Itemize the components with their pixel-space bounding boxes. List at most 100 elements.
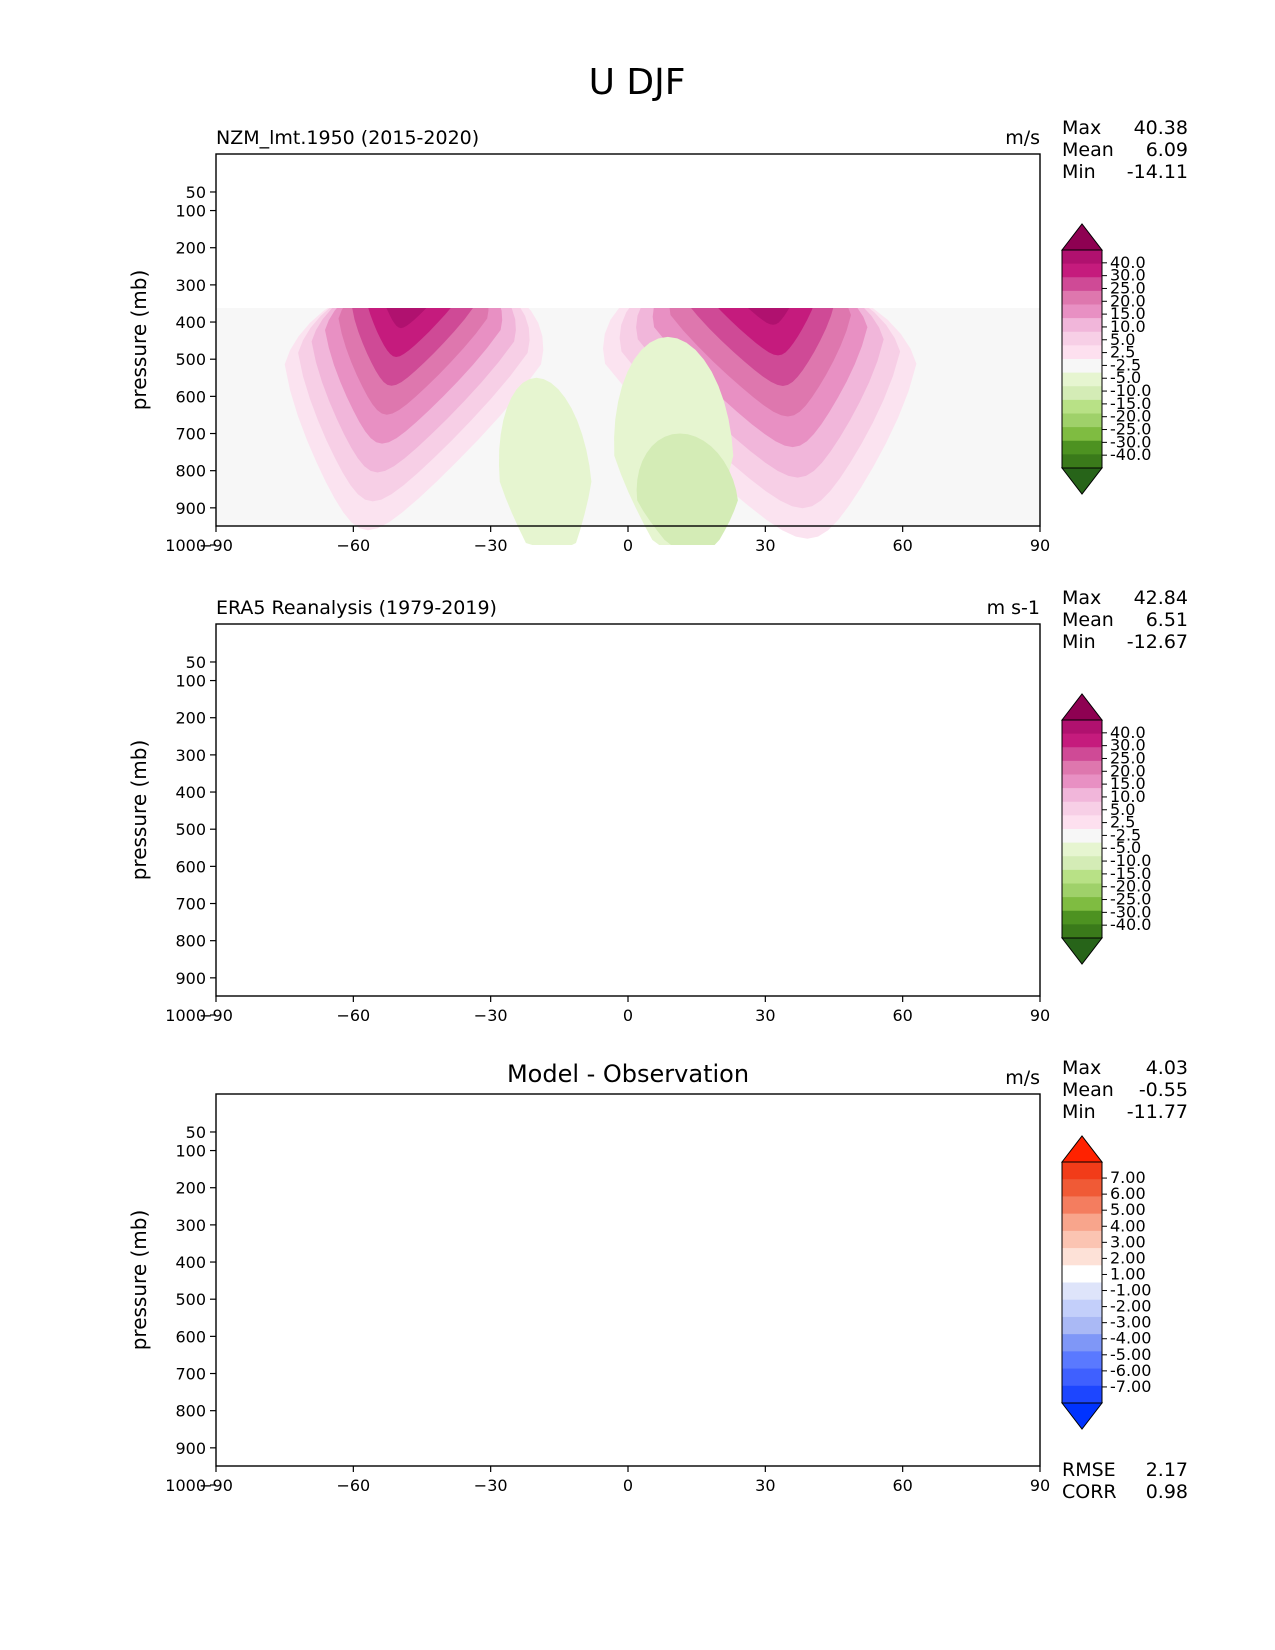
diff-negative-contour <box>453 1132 556 1391</box>
model-ytick-label: 500 <box>175 350 206 369</box>
model-ytick-label: 200 <box>175 239 206 258</box>
colorbar-label: 10.0 <box>1110 317 1146 336</box>
colorbar-label: -30.0 <box>1110 902 1151 921</box>
colorbar-label: 5.0 <box>1110 330 1135 349</box>
colorbar-segment <box>1062 924 1102 939</box>
diff-ytick-label: 300 <box>175 1216 206 1235</box>
colorbar-segment <box>1062 250 1102 265</box>
model-units: m/s <box>1005 127 1040 149</box>
obs-xtick-label: 0 <box>623 1006 633 1025</box>
colorbar-label: 15.0 <box>1110 304 1146 323</box>
obs-ytick-label: 300 <box>175 746 206 765</box>
colorbar-label: 3.00 <box>1110 1232 1146 1251</box>
colorbar-extend-top <box>1060 1135 1104 1163</box>
obs-jet-contour <box>358 736 461 837</box>
colorbar-segment <box>1062 760 1102 775</box>
colorbar-label: 30.0 <box>1110 736 1146 755</box>
model-ytick-label: 400 <box>175 313 206 332</box>
model-jet-contour <box>736 251 786 294</box>
obs-jet-contour <box>285 746 533 989</box>
colorbar-label: 1.00 <box>1110 1264 1146 1283</box>
colorbar-segment <box>1062 359 1102 374</box>
colorbar-segment <box>1062 842 1102 857</box>
diff-background <box>216 1094 1040 1466</box>
colorbar-extend-top <box>1060 693 1104 721</box>
model-jet-contour <box>718 308 813 356</box>
obs-title: ERA5 Reanalysis (1979-2019) <box>216 597 497 619</box>
diff-ytick-label: 50 <box>186 1123 206 1142</box>
diff-negative-contour <box>723 1132 944 1226</box>
obs-colorbar: 40.030.025.020.015.010.05.02.5-2.5-5.0-1… <box>1060 693 1151 965</box>
diff-ytick-label: 600 <box>175 1327 206 1346</box>
model-stat-value: 6.09 <box>1146 139 1188 161</box>
obs-stat-label: Min <box>1062 631 1096 653</box>
obs-axes-frame <box>215 623 1041 997</box>
colorbar-label: -7.00 <box>1110 1377 1151 1396</box>
diff-stat-label: Min <box>1062 1101 1096 1123</box>
colorbar-segment <box>1062 318 1102 333</box>
colorbar-label: -40.0 <box>1110 915 1151 934</box>
obs-jet-contour <box>603 728 935 1014</box>
colorbar-segment <box>1062 1162 1102 1180</box>
obs-jet-contour <box>673 719 866 885</box>
model-jet-contour <box>747 308 790 325</box>
colorbar-label: -5.0 <box>1110 368 1141 387</box>
colorbar-frame <box>1061 249 1103 469</box>
obs-ytick-label: 800 <box>175 932 206 951</box>
diff-xtick-label: 0 <box>623 1476 633 1495</box>
colorbar-segment <box>1062 1351 1102 1370</box>
obs-units: m s-1 <box>987 597 1040 619</box>
diff-negative-contour <box>875 1132 1022 1161</box>
diff-ytick-label: 400 <box>175 1253 206 1272</box>
colorbar-segment <box>1062 372 1102 387</box>
obs-xtick-label: −60 <box>336 1006 370 1025</box>
colorbar-segment <box>1062 733 1102 748</box>
colorbar-label: 2.5 <box>1110 343 1135 362</box>
colorbar-segment <box>1062 1179 1102 1197</box>
obs-stat-label: Max <box>1062 587 1101 609</box>
obs-jet-contour <box>271 749 548 1016</box>
colorbar-extend-top <box>1060 223 1104 251</box>
diff-field <box>216 1094 1040 1485</box>
diff-positive-contour <box>619 1224 656 1289</box>
diff-stat-value: 4.03 <box>1146 1057 1188 1079</box>
obs-background <box>216 624 1040 996</box>
colorbar-label: 5.0 <box>1110 800 1135 819</box>
model-colorbar: 40.030.025.020.015.010.05.02.5-2.5-5.0-1… <box>1060 223 1151 495</box>
model-xtick-label: 30 <box>755 536 775 555</box>
colorbar-label: -5.0 <box>1110 838 1141 857</box>
model-easterly-core <box>636 433 738 545</box>
model-stat-value: 40.38 <box>1134 117 1188 139</box>
diff-positive-contour <box>390 1203 472 1485</box>
obs-xtick-label: 60 <box>892 1006 912 1025</box>
diff-negative-contour <box>646 1434 719 1482</box>
diff-xtick-label: −60 <box>336 1476 370 1495</box>
colorbar-label: -2.00 <box>1110 1297 1151 1316</box>
obs-field <box>216 624 1040 1015</box>
obs-xtick-label: −90 <box>199 1006 233 1025</box>
model-stat-label: Min <box>1062 161 1096 183</box>
colorbar-label: -20.0 <box>1110 877 1151 896</box>
colorbar-segment <box>1062 869 1102 884</box>
model-xtick-label: 90 <box>1030 536 1050 555</box>
colorbar-label: 15.0 <box>1110 774 1146 793</box>
obs-ytick-label: 400 <box>175 783 206 802</box>
diff-bottom-stat-value: 0.98 <box>1146 1481 1188 1503</box>
colorbar-extend-bottom <box>1060 1402 1104 1430</box>
colorbar-label: 20.0 <box>1110 761 1146 780</box>
obs-ytick-label: 200 <box>175 709 206 728</box>
colorbar-segment <box>1062 1282 1102 1301</box>
obs-jet-contour <box>656 721 883 917</box>
diff-ytick-label: 800 <box>175 1402 206 1421</box>
model-ytick-label: 600 <box>175 387 206 406</box>
diff-units: m/s <box>1005 1067 1040 1089</box>
colorbar-segment <box>1062 1230 1102 1249</box>
diff-colorbar: 7.006.005.004.003.002.001.00-1.00-2.00-3… <box>1060 1135 1151 1430</box>
obs-ylabel: pressure (mb) <box>127 740 151 881</box>
obs-jet-contour <box>743 710 796 756</box>
diff-ytick-label: 200 <box>175 1179 206 1198</box>
colorbar-label: -20.0 <box>1110 407 1151 426</box>
model-ytick-label: 900 <box>175 499 206 518</box>
colorbar-segment <box>1062 427 1102 442</box>
